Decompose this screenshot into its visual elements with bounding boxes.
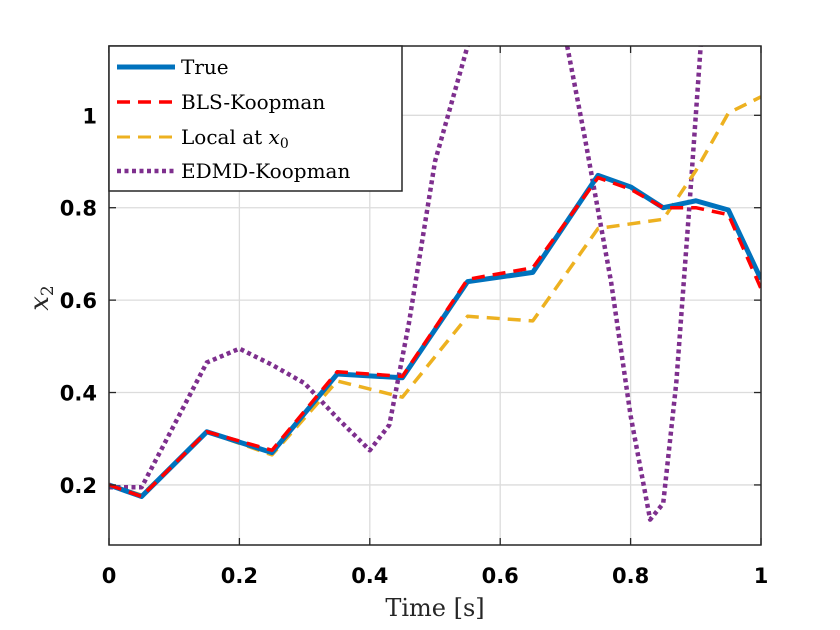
legend-label-true: True	[181, 55, 229, 79]
y-axis-title: x2	[25, 285, 58, 311]
y-tick-label: 0.2	[60, 474, 97, 498]
series-line-bls-koopman	[109, 175, 761, 499]
x-tick-label: 0.6	[482, 564, 519, 588]
legend-entry-bls-koopman: BLS-Koopman	[117, 90, 325, 114]
y-tick-label: 0.4	[60, 382, 97, 406]
series-line-edmd-koopman	[109, 46, 703, 522]
x-tick-label: 0.2	[221, 564, 258, 588]
series-line-local	[109, 95, 761, 497]
y-tick-labels: 0.2 0.4 0.6 0.8 1	[60, 104, 97, 498]
series-layer	[109, 46, 761, 522]
x-tick-label: 0	[102, 564, 117, 588]
y-tick-label: 1	[82, 104, 97, 128]
legend-entry-local: Local at x0	[117, 125, 289, 152]
legend-box	[108, 45, 403, 192]
x-axis-title: Time [s]	[385, 594, 484, 622]
x-tick-label: 0.8	[612, 564, 649, 588]
legend-label-bls-koopman: BLS-Koopman	[181, 90, 325, 114]
legend: True BLS-Koopman Local at x0 EDMD-Koopma…	[108, 45, 403, 192]
plot-frame	[108, 45, 762, 546]
legend-entry-edmd-koopman: EDMD-Koopman	[117, 159, 350, 183]
x-tick-label: 1	[754, 564, 769, 588]
x-tick-label: 0.4	[351, 564, 388, 588]
legend-label-local: Local at x0	[181, 125, 289, 152]
legend-label-edmd-koopman: EDMD-Koopman	[181, 159, 350, 183]
y-tick-label: 0.8	[60, 197, 97, 221]
x-tick-labels: 0 0.2 0.4 0.6 0.8 1	[102, 564, 769, 588]
y-tick-label: 0.6	[60, 289, 97, 313]
legend-entry-true: True	[117, 55, 229, 79]
